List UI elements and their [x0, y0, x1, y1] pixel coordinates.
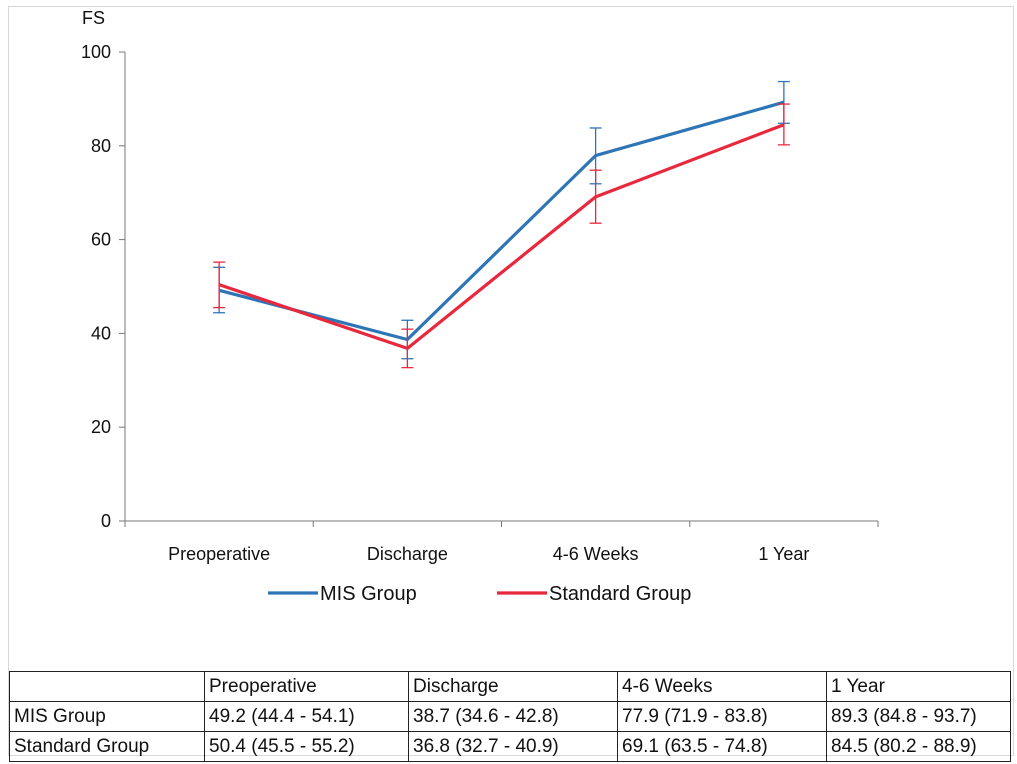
y-tick-label: 60: [91, 230, 111, 250]
x-tick-label: 1 Year: [758, 544, 809, 564]
y-tick-label: 80: [91, 136, 111, 156]
legend-label: MIS Group: [320, 583, 417, 605]
table-header-row: Preoperative Discharge 4-6 Weeks 1 Year: [9, 671, 1011, 702]
table-header-cell: 1 Year: [826, 671, 1011, 702]
table-cell: 49.2 (44.4 - 54.1): [204, 701, 409, 732]
y-tick-label: 0: [101, 511, 111, 531]
table-header-cell: 4-6 Weeks: [617, 671, 827, 702]
y-tick-label: 20: [91, 417, 111, 437]
series-line-mis: [218, 100, 785, 342]
error-bars: [213, 80, 790, 369]
y-axis-label: FS: [82, 8, 105, 28]
row-label: MIS Group: [9, 701, 205, 732]
table-cell: 36.8 (32.7 - 40.9): [408, 731, 618, 762]
x-tick-label: Preoperative: [168, 544, 270, 564]
table-header-cell: Discharge: [408, 671, 618, 702]
table-header-cell: Preoperative: [204, 671, 409, 702]
data-table: Preoperative Discharge 4-6 Weeks 1 Year …: [9, 671, 1011, 762]
table-cell: 38.7 (34.6 - 42.8): [408, 701, 618, 732]
table-cell: 77.9 (71.9 - 83.8): [617, 701, 827, 732]
x-tick-label: Discharge: [367, 544, 448, 564]
series-line-standard: [218, 123, 785, 350]
line-chart: FS 0 20 40 60 80 100 Preoperative Discharge 4-6…: [81, 8, 879, 605]
legend-label: Standard Group: [549, 583, 691, 605]
y-tick-label: 100: [81, 42, 111, 62]
table-cell: 84.5 (80.2 - 88.9): [826, 731, 1011, 762]
table-cell: 89.3 (84.8 - 93.7): [826, 701, 1011, 732]
legend: MIS Group Standard Group: [268, 583, 691, 605]
row-label: Standard Group: [9, 731, 205, 762]
table-cell: 69.1 (63.5 - 74.8): [617, 731, 827, 762]
x-tick-label: 4-6 Weeks: [553, 544, 639, 564]
table-row: MIS Group 49.2 (44.4 - 54.1) 38.7 (34.6 …: [9, 701, 1011, 732]
axes: [124, 52, 878, 522]
x-ticks: Preoperative Discharge 4-6 Weeks 1 Year: [124, 521, 879, 564]
series-lines: [218, 100, 785, 350]
y-tick-label: 40: [91, 323, 111, 343]
table-row: Standard Group 50.4 (45.5 - 55.2) 36.8 (…: [9, 731, 1011, 762]
table-cell: 50.4 (45.5 - 55.2): [204, 731, 409, 762]
table-header-cell: [9, 671, 205, 702]
y-ticks: 0 20 40 60 80 100: [81, 42, 125, 531]
